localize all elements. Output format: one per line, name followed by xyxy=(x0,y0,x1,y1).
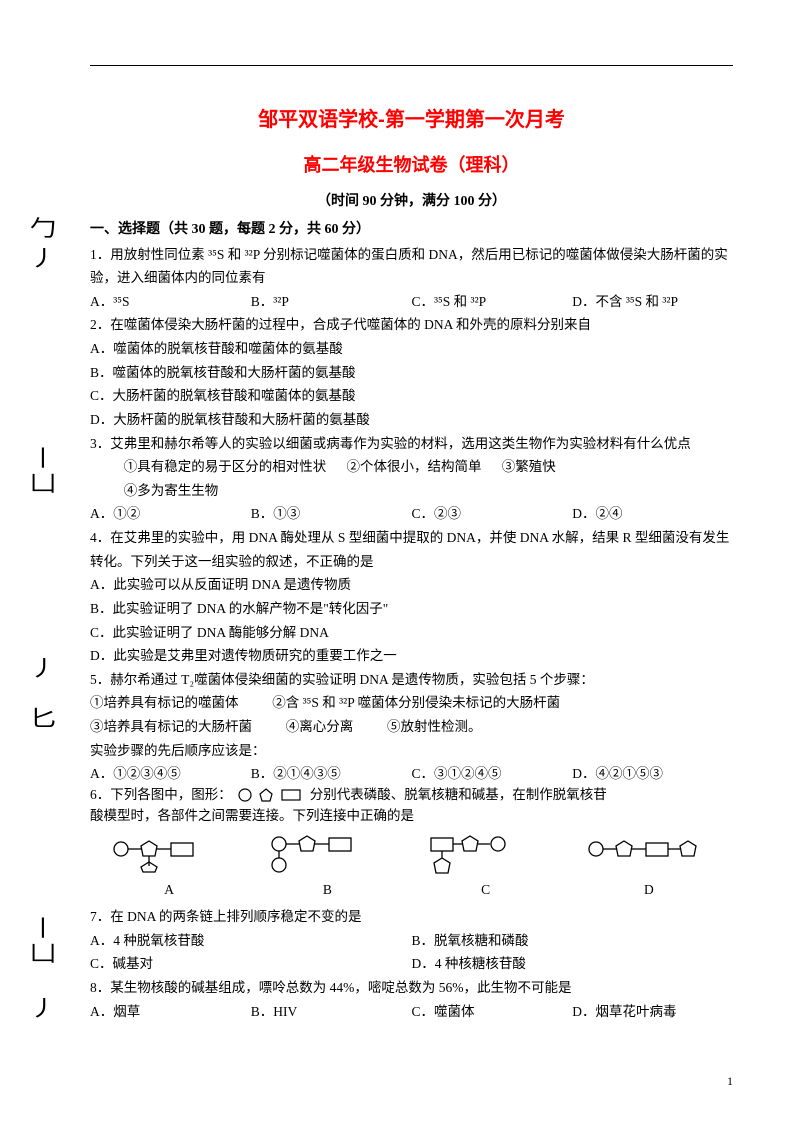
q8-opt-a: A．烟草 xyxy=(90,1000,251,1024)
question-4: 4．在艾弗里的实验中，用 DNA 酶处理从 S 型细菌中提取的 DNA，并使 D… xyxy=(90,526,733,668)
q4-opt-c: C．此实验证明了 DNA 酶能够分解 DNA xyxy=(90,621,733,645)
q5-opt-b: B．②①④③⑤ xyxy=(251,762,412,786)
q7-options-row2: C．碱基对 D．4 种核糖核苷酸 xyxy=(90,952,733,976)
exam-title-1: 邹平双语学校-第一学期第一次月考 xyxy=(90,103,733,138)
q8-options: A．烟草 B．HIV C．噬菌体 D．烟草花叶病毒 xyxy=(90,1000,733,1024)
q3-text: 3．艾弗里和赫尔希等人的实验以细菌或病毒作为实验的材料，选用这类生物作为实验材料… xyxy=(90,432,733,456)
q3-s3: ③繁殖快 xyxy=(502,459,556,474)
q4-opt-d: D．此实验是艾弗里对遗传物质研究的重要工作之一 xyxy=(90,644,733,668)
q6-diagram-d: D xyxy=(584,834,714,902)
q6-diagram-b: B xyxy=(267,834,387,902)
question-3: 3．艾弗里和赫尔希等人的实验以细菌或病毒作为实验的材料，选用这类生物作为实验材料… xyxy=(90,432,733,527)
q5-s5: ⑤放射性检测。 xyxy=(387,719,482,734)
q5-text: 5．赫尔希通过 T₂噬菌体侵染细菌的实验证明 DNA 是遗传物质，实验包括 5 … xyxy=(90,668,733,692)
q5-opt-c: C．③①②④⑤ xyxy=(412,762,573,786)
question-1: 1．用放射性同位素 ³⁵S 和 ³²P 分别标记噬菌体的蛋白质和 DNA，然后用… xyxy=(90,243,733,314)
q6-line1: 6．下列各图中，图形： 分别代表磷酸、脱氧核糖和碱基，在制作脱氧核苷 xyxy=(90,786,733,804)
q8-opt-b: B．HIV xyxy=(251,1000,412,1024)
q3-s2: ②个体很小，结构简单 xyxy=(347,459,482,474)
q7-text: 7．在 DNA 的两条链上排列顺序稳定不变的是 xyxy=(90,905,733,929)
q8-opt-c: C．噬菌体 xyxy=(412,1000,573,1024)
q5-s4: ④离心分离 xyxy=(286,719,354,734)
top-horizontal-rule xyxy=(90,65,733,66)
section-1-heading: 一、选择题（共 30 题，每题 2 分，共 60 分） xyxy=(90,218,733,243)
q7-opt-c: C．碱基对 xyxy=(90,952,412,976)
q7-opt-d: D．4 种核糖核苷酸 xyxy=(412,952,734,976)
q6-label-a: A xyxy=(164,878,174,902)
q1-text: 1．用放射性同位素 ³⁵S 和 ³²P 分别标记噬菌体的蛋白质和 DNA，然后用… xyxy=(90,243,733,290)
q5-options: A．①②③④⑤ B．②①④③⑤ C．③①②④⑤ D．④②①⑤③ xyxy=(90,762,733,786)
q3-opt-b: B．①③ xyxy=(251,502,412,526)
question-8: 8．某生物核酸的碱基组成，嘌呤总数为 44%，嘧啶总数为 56%，此生物不可能是… xyxy=(90,976,733,1023)
q2-text: 2．在噬菌体侵染大肠杆菌的过程中，合成子代噬菌体的 DNA 和外壳的原料分别来自 xyxy=(90,313,733,337)
q6-label-d: D xyxy=(644,878,654,902)
exam-title-2: 高二年级生物试卷（理科） xyxy=(90,150,733,182)
q2-opt-d: D．大肠杆菌的脱氧核苷酸和大肠杆菌的氨基酸 xyxy=(90,408,733,432)
q8-text: 8．某生物核酸的碱基组成，嘌呤总数为 44%，嘧啶总数为 56%，此生物不可能是 xyxy=(90,976,733,1000)
q5-s3: ③培养具有标记的大肠杆菌 xyxy=(90,719,252,734)
q1-opt-d: D．不含 ³⁵S 和 ³²P xyxy=(572,290,733,314)
q5-s2: ②含 ³⁵S 和 ³²P 噬菌体分别侵染未标记的大肠杆菌 xyxy=(272,695,560,710)
q3-opt-c: C．②③ xyxy=(412,502,573,526)
q4-opt-b: B．此实验证明了 DNA 的水解产物不是"转化因子" xyxy=(90,597,733,621)
question-7: 7．在 DNA 的两条链上排列顺序稳定不变的是 A．4 种脱氧核苷酸 B．脱氧核… xyxy=(90,905,733,976)
q2-opt-a: A．噬菌体的脱氧核苷酸和噬菌体的氨基酸 xyxy=(90,337,733,361)
q1-opt-c: C．³⁵S 和 ³²P xyxy=(412,290,573,314)
q6-label-c: C xyxy=(481,878,490,902)
shape-legend-icon xyxy=(236,786,306,804)
q3-opt-a: A．①② xyxy=(90,502,251,526)
q6-diagrams: A B C xyxy=(90,834,733,902)
q6-label-b: B xyxy=(323,878,332,902)
q6-diagram-a: A xyxy=(109,834,229,902)
q7-options-row1: A．4 种脱氧核苷酸 B．脱氧核糖和磷酸 xyxy=(90,929,733,953)
q4-text: 4．在艾弗里的实验中，用 DNA 酶处理从 S 型细菌中提取的 DNA，并使 D… xyxy=(90,526,733,573)
q6-text3: 酸模型时，各部件之间需要连接。下列连接中正确的是 xyxy=(90,804,733,828)
q1-options: A．³⁵S B．³²P C．³⁵S 和 ³²P D．不含 ³⁵S 和 ³²P xyxy=(90,290,733,314)
q1-opt-a: A．³⁵S xyxy=(90,290,251,314)
q3-s1: ①具有稳定的易于区分的相对性状 xyxy=(124,459,327,474)
q5-steps-row1: ①培养具有标记的噬菌体 ②含 ³⁵S 和 ³²P 噬菌体分别侵染未标记的大肠杆菌 xyxy=(90,691,733,715)
q5-s1: ①培养具有标记的噬菌体 xyxy=(90,695,239,710)
q8-opt-d: D．烟草花叶病毒 xyxy=(572,1000,733,1024)
q5-order: 实验步骤的先后顺序应该是： xyxy=(90,739,733,763)
q3-statements-row1: ①具有稳定的易于区分的相对性状 ②个体很小，结构简单 ③繁殖快 xyxy=(90,455,733,479)
q7-opt-b: B．脱氧核糖和磷酸 xyxy=(412,929,734,953)
question-2: 2．在噬菌体侵染大肠杆菌的过程中，合成子代噬菌体的 DNA 和外壳的原料分别来自… xyxy=(90,313,733,431)
q6-diagram-c: C xyxy=(426,834,546,902)
exam-subtitle: （时间 90 分钟，满分 100 分） xyxy=(90,190,733,215)
q5-opt-a: A．①②③④⑤ xyxy=(90,762,251,786)
q6-text1: 6．下列各图中，图形： xyxy=(90,787,232,803)
q1-opt-b: B．³²P xyxy=(251,290,412,314)
q5-steps-row2: ③培养具有标记的大肠杆菌 ④离心分离 ⑤放射性检测。 xyxy=(90,715,733,739)
q2-opt-b: B．噬菌体的脱氧核苷酸和大肠杆菌的氨基酸 xyxy=(90,361,733,385)
q7-opt-a: A．4 种脱氧核苷酸 xyxy=(90,929,412,953)
page-number: 1 xyxy=(727,1071,733,1092)
question-5: 5．赫尔希通过 T₂噬菌体侵染细菌的实验证明 DNA 是遗传物质，实验包括 5 … xyxy=(90,668,733,786)
question-6: 6．下列各图中，图形： 分别代表磷酸、脱氧核糖和碱基，在制作脱氧核苷 酸模型时，… xyxy=(90,786,733,901)
q3-opt-d: D．②④ xyxy=(572,502,733,526)
q2-opt-c: C．大肠杆菌的脱氧核苷酸和噬菌体的氨基酸 xyxy=(90,384,733,408)
q3-options: A．①② B．①③ C．②③ D．②④ xyxy=(90,502,733,526)
q6-text2: 分别代表磷酸、脱氧核糖和碱基，在制作脱氧核苷 xyxy=(310,787,607,803)
q5-opt-d: D．④②①⑤③ xyxy=(572,762,733,786)
q3-s4: ④多为寄生生物 xyxy=(90,479,733,503)
left-margin-marks: 勹 丿 丨 凵 丿 匕 丨 凵 丿 xyxy=(32,0,62,1122)
q4-opt-a: A．此实验可以从反面证明 DNA 是遗传物质 xyxy=(90,573,733,597)
